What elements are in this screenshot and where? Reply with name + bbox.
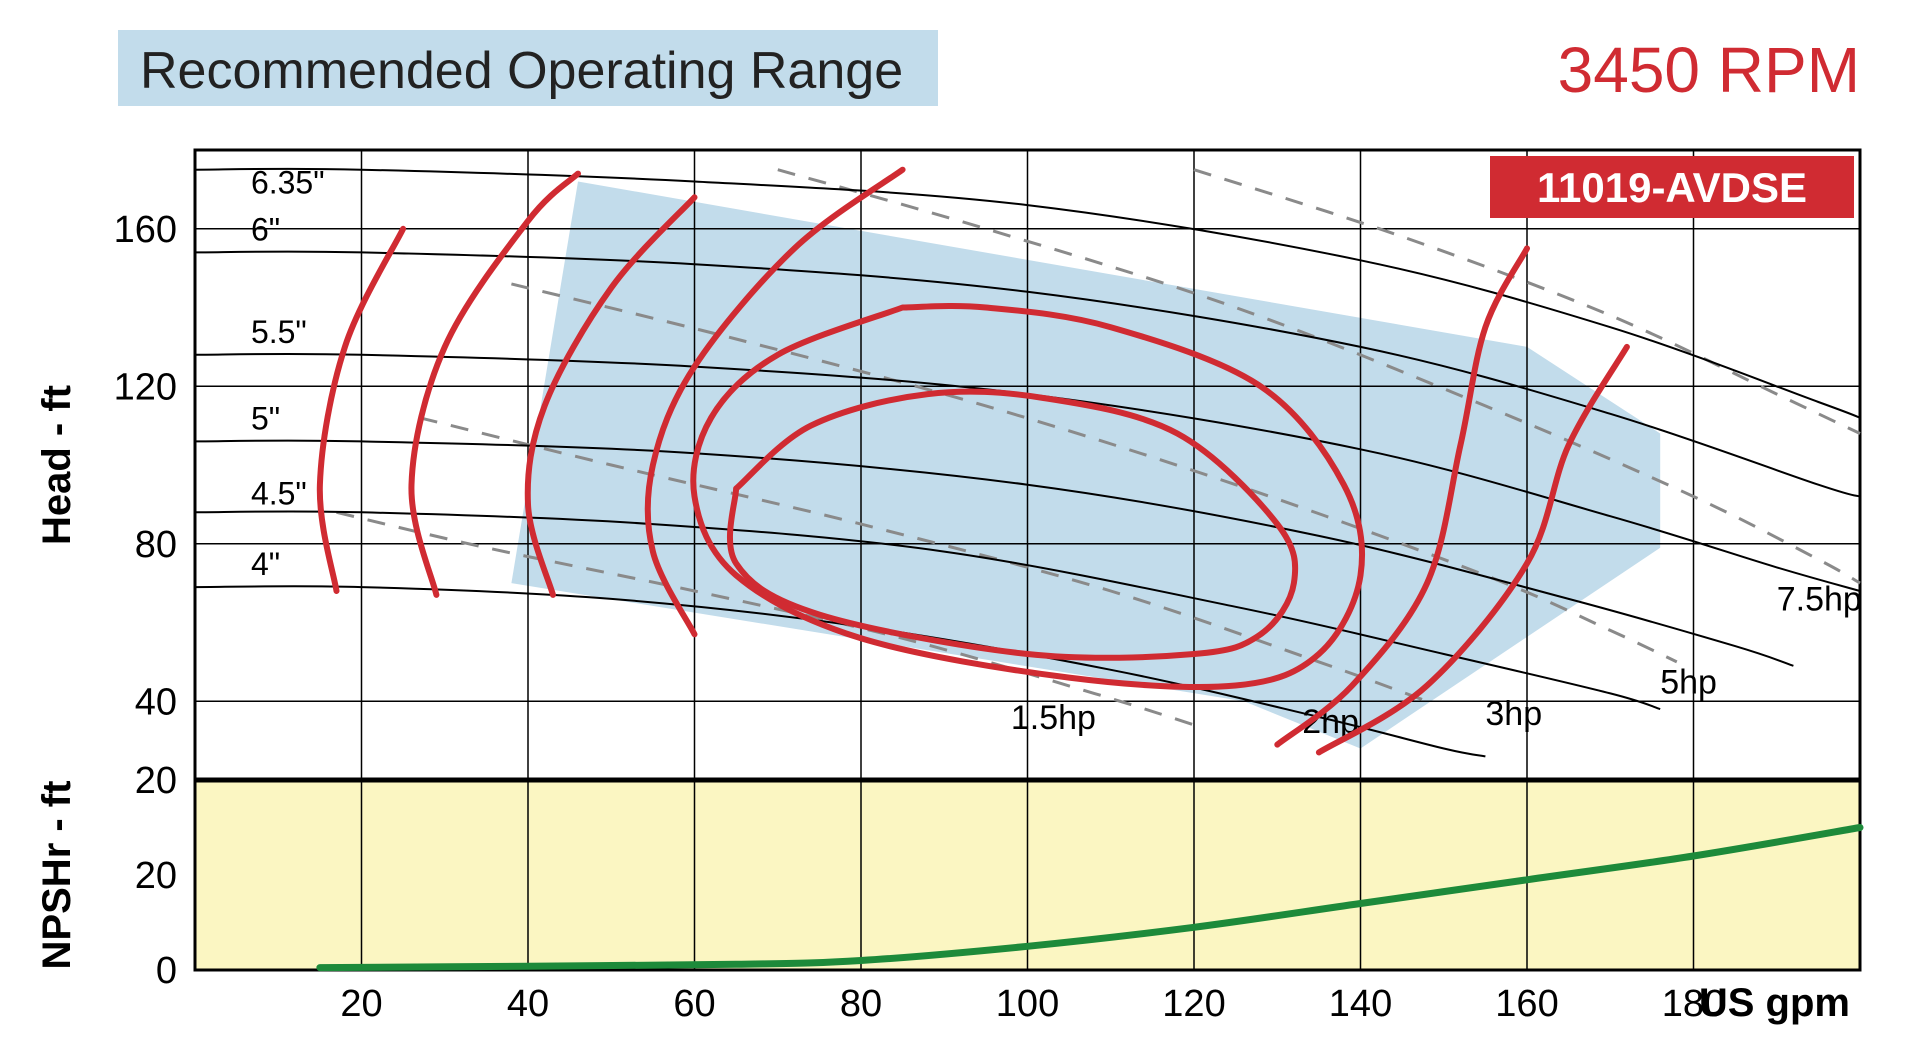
x-tick: 140 bbox=[1329, 983, 1392, 1025]
npshr-tick: 0 bbox=[156, 950, 177, 992]
x-tick: 40 bbox=[507, 983, 549, 1025]
x-axis-title: US gpm bbox=[1699, 981, 1850, 1025]
npshr-axis-title: NPSHr - ft bbox=[35, 781, 79, 970]
npshr-tick: 20 bbox=[135, 855, 177, 897]
head-tick: 20 bbox=[135, 760, 177, 802]
impeller-label: 5.5" bbox=[251, 314, 307, 350]
head-axis-title: Head - ft bbox=[35, 385, 79, 545]
x-tick: 80 bbox=[840, 983, 882, 1025]
x-axis: 20406080100120140160180 bbox=[340, 983, 1725, 1025]
x-tick: 160 bbox=[1495, 983, 1558, 1025]
rpm-value: 3450 RPM bbox=[1558, 34, 1860, 106]
hp-label: 3hp bbox=[1485, 695, 1542, 733]
pump-curve-chart: Recommended Operating Range 3450 RPM 11019… bbox=[0, 0, 1920, 1040]
impeller-label: 4.5" bbox=[251, 475, 307, 511]
model-number: 11019-AVDSE bbox=[1537, 164, 1807, 211]
impeller-label: 4" bbox=[251, 546, 280, 582]
chart-title: Recommended Operating Range bbox=[140, 42, 903, 100]
hp-label: 1.5hp bbox=[1011, 699, 1096, 737]
hp-label: 5hp bbox=[1660, 663, 1717, 701]
head-tick: 80 bbox=[135, 524, 177, 566]
hp-label: 7.5hp bbox=[1777, 581, 1862, 619]
head-axis: 20 40 80 120 160 bbox=[114, 209, 177, 802]
x-tick: 120 bbox=[1162, 983, 1225, 1025]
npshr-axis: 0 20 bbox=[135, 855, 177, 992]
impeller-label: 5" bbox=[251, 401, 280, 437]
impeller-label: 6" bbox=[251, 212, 280, 248]
x-tick: 20 bbox=[340, 983, 382, 1025]
head-tick: 40 bbox=[135, 681, 177, 723]
x-tick: 100 bbox=[996, 983, 1059, 1025]
x-tick: 60 bbox=[673, 983, 715, 1025]
head-tick: 160 bbox=[114, 209, 177, 251]
head-tick: 120 bbox=[114, 366, 177, 408]
impeller-label: 6.35" bbox=[251, 164, 325, 200]
